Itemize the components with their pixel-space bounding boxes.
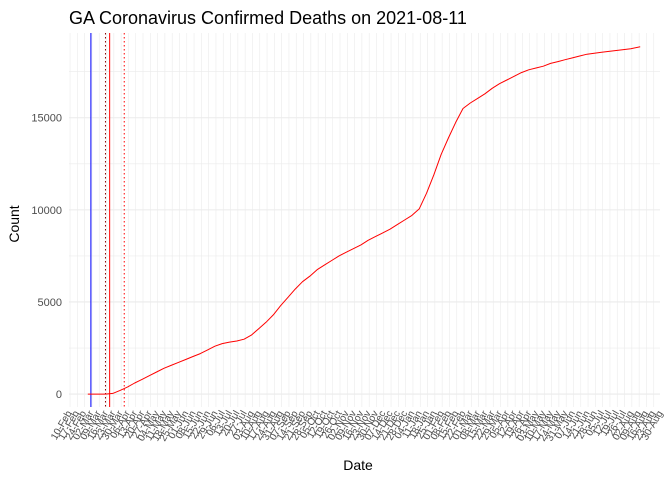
- y-tick-label: 15000: [31, 113, 62, 125]
- series-group: [87, 46, 641, 395]
- deaths-series-line: [87, 46, 641, 395]
- y-axis-title: Count: [6, 205, 22, 242]
- reference-lines: [90, 33, 125, 407]
- chart-title: GA Coronavirus Confirmed Deaths on 2021-…: [69, 8, 467, 28]
- y-tick-label: 0: [56, 389, 62, 401]
- y-tick-labels: 0 5000 10000 15000: [31, 113, 62, 401]
- x-tick-labels: 10-Feb17-Feb24-Feb02-Mar09-Mar16-Mar23-M…: [49, 408, 665, 443]
- y-tick-label: 10000: [31, 205, 62, 217]
- gridlines: [69, 33, 660, 407]
- x-axis-title: Date: [343, 457, 373, 473]
- y-tick-label: 5000: [38, 297, 62, 309]
